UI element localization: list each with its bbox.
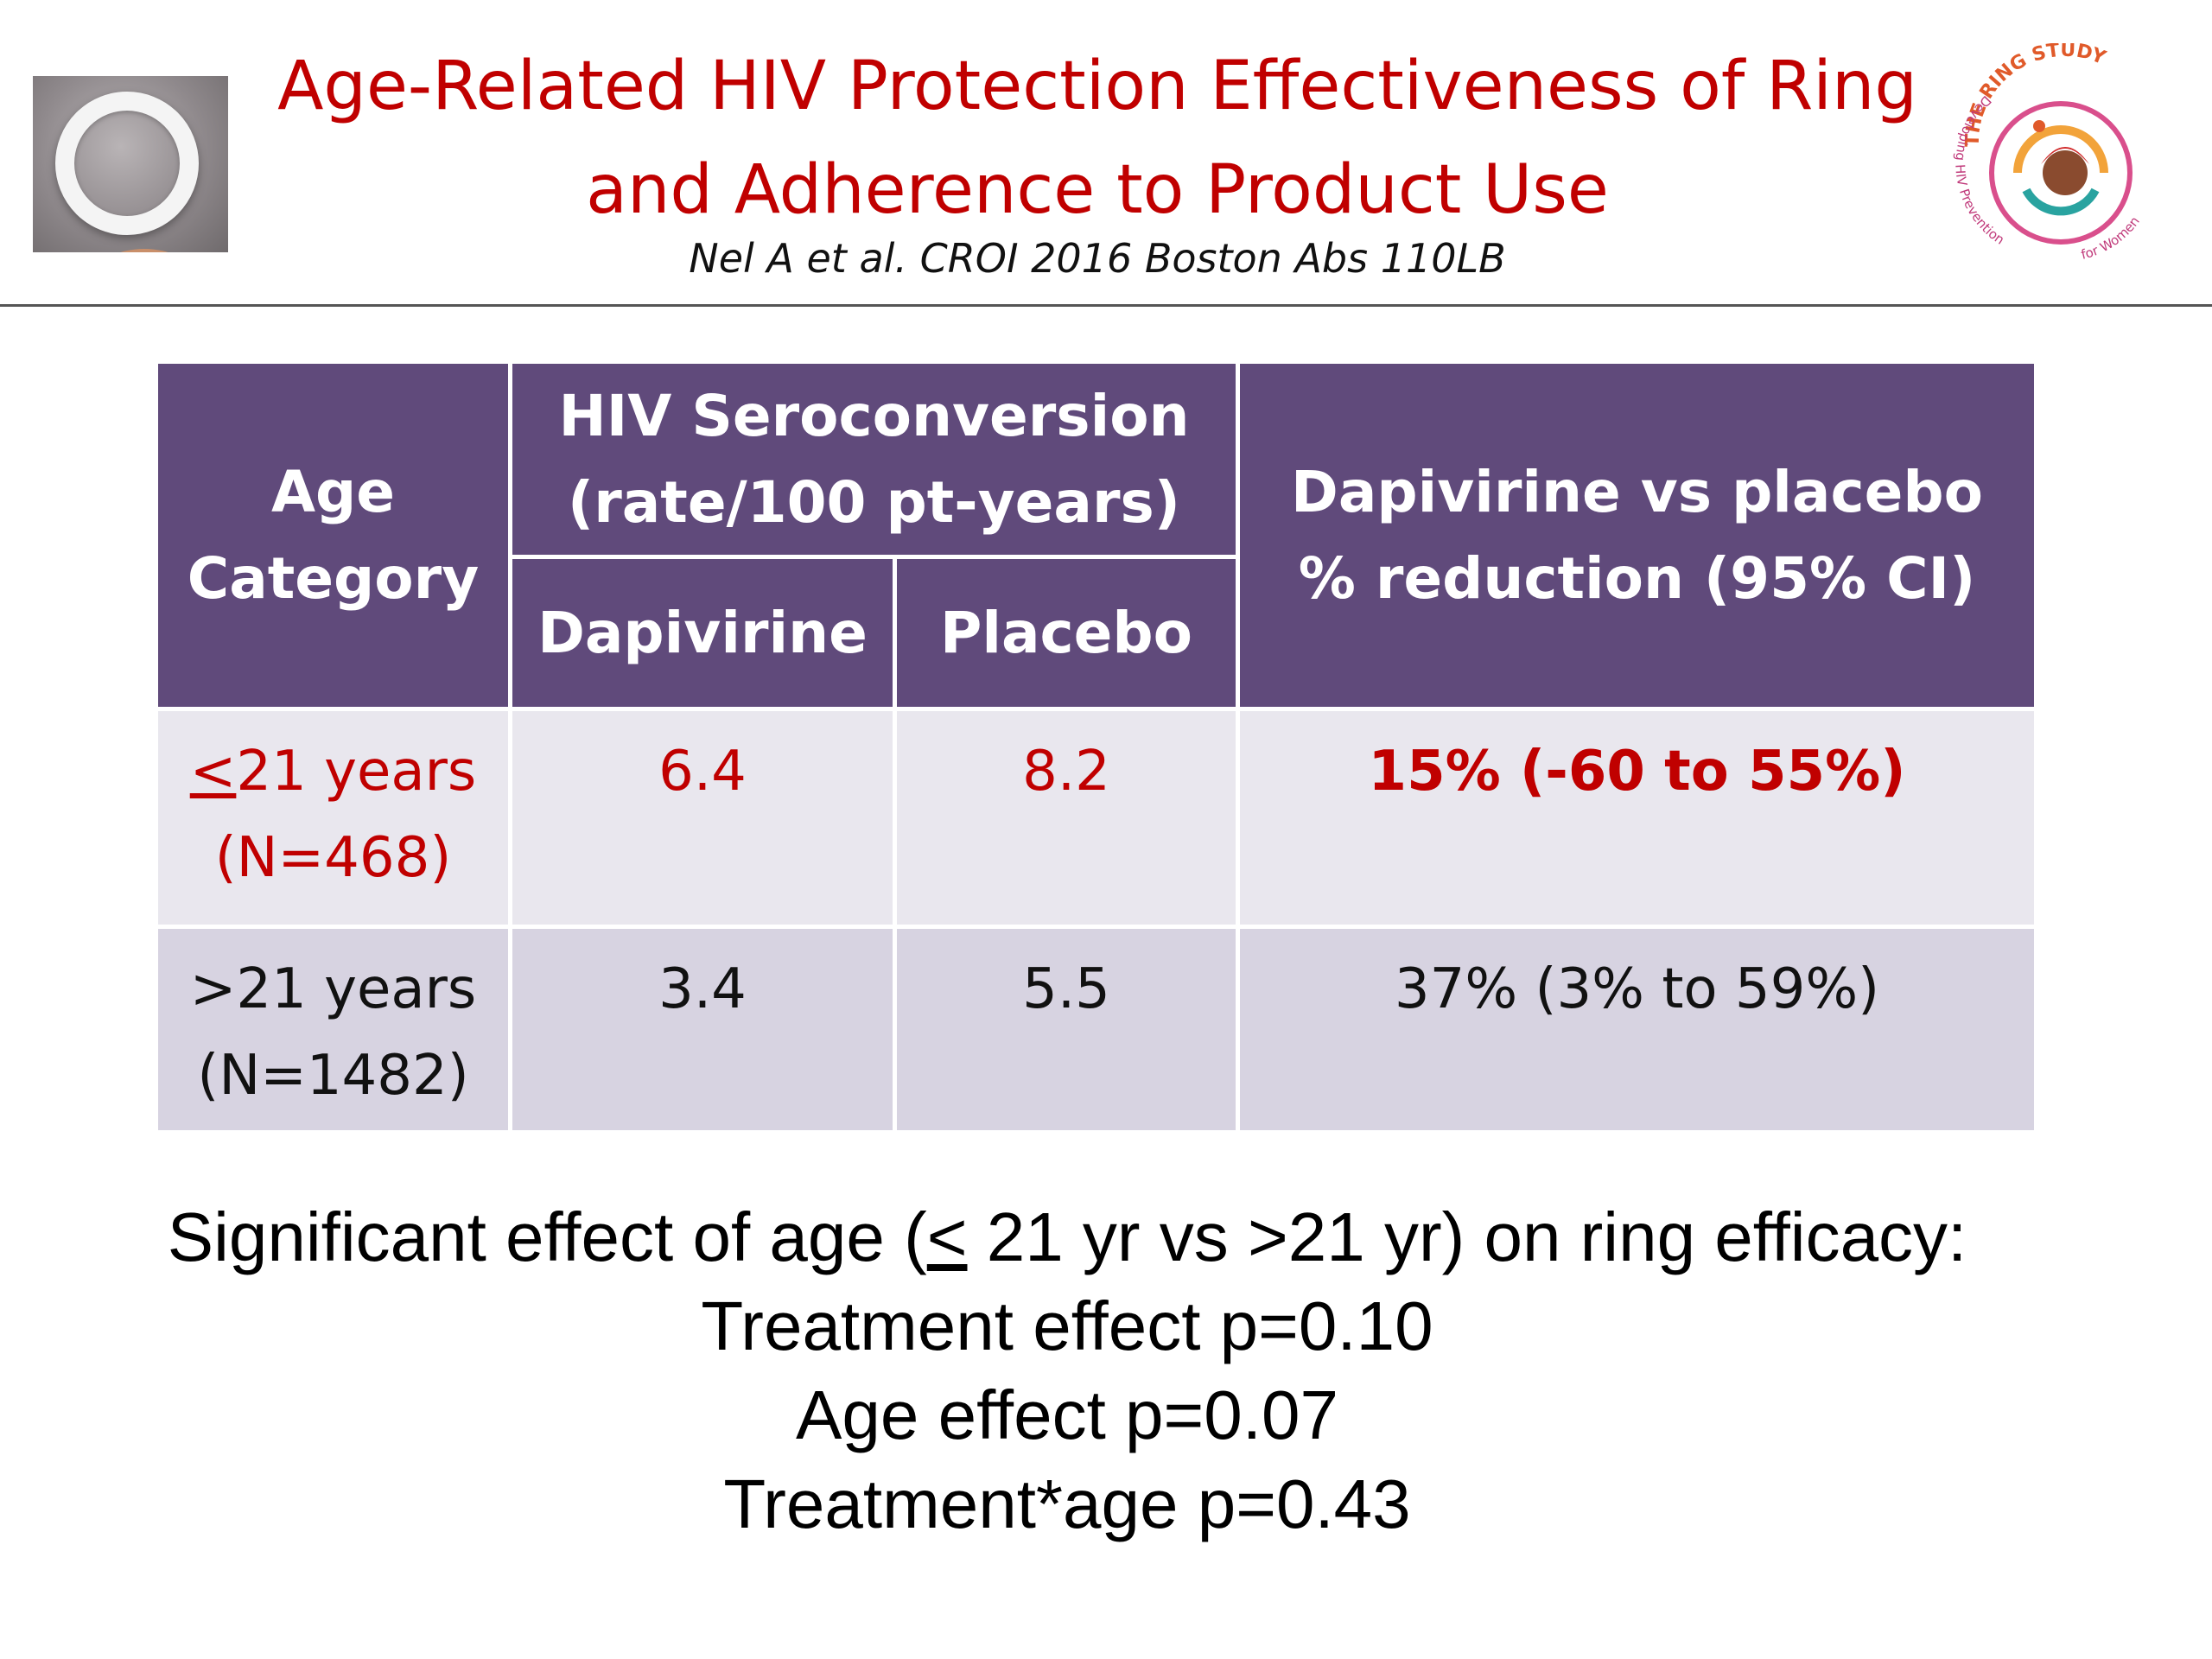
- logo-ring-circle: [1989, 101, 2133, 245]
- title-line-2: and Adherence to Product Use: [586, 151, 1609, 229]
- logo-text-left: Developing HIV Prevention: [1952, 92, 2007, 248]
- table-row: <21 years (N=468) 6.4 8.2 15% (-60 to 55…: [154, 707, 2038, 929]
- table-header-row-2: Dapivirine Placebo: [156, 555, 2037, 711]
- slide-title: Age-Related HIV Protection Effectiveness…: [233, 35, 1961, 242]
- reduction-cell: 37% (3% to 59%): [1236, 925, 2038, 1135]
- results-table: Age Category HIV Seroconversion (rate/10…: [154, 359, 2038, 1135]
- vaginal-ring-photo: [33, 76, 228, 252]
- notes-line-3: Age effect p=0.07: [796, 1376, 1338, 1453]
- placebo-rate-cell: 8.2: [893, 707, 1240, 929]
- logo-dot: [2033, 120, 2045, 132]
- significance-notes: Significant effect of age (< 21 yr vs >2…: [35, 1192, 2100, 1548]
- placebo-header: Placebo: [893, 555, 1240, 711]
- logo-face: [2043, 150, 2088, 195]
- finger-image: [97, 249, 192, 252]
- percent-reduction-header: Dapivirine vs placebo % reduction (95% C…: [1236, 359, 2038, 711]
- less-equal-symbol: <: [189, 740, 237, 804]
- title-line-1: Age-Related HIV Protection Effectiveness…: [277, 48, 1917, 125]
- age-cell: >21 years (N=1482): [154, 925, 512, 1135]
- dapivirine-rate-cell: 3.4: [508, 925, 897, 1135]
- ring-study-logo: THE RING STUDY Developing HIV Prevention…: [1952, 43, 2143, 263]
- dapivirine-rate-cell: 6.4: [508, 707, 897, 929]
- header-divider: [0, 304, 2212, 307]
- logo-orange-arc: [2013, 125, 2108, 174]
- dapivirine-header: Dapivirine: [508, 555, 897, 711]
- less-equal-symbol: <: [926, 1198, 968, 1275]
- age-cell: <21 years (N=468): [154, 707, 512, 929]
- notes-line-2: Treatment effect p=0.10: [701, 1287, 1433, 1364]
- logo-headwrap: [2041, 147, 2089, 164]
- citation: Nel A et al. CROI 2016 Boston Abs 110LB: [689, 235, 1506, 282]
- notes-line-4: Treatment*age p=0.43: [723, 1465, 1411, 1542]
- hiv-seroconversion-header: HIV Seroconversion (rate/100 pt-years): [508, 359, 1240, 559]
- table-row: >21 years (N=1482) 3.4 5.5 37% (3% to 59…: [154, 925, 2038, 1135]
- notes-line-1: Significant effect of age (< 21 yr vs >2…: [167, 1198, 1967, 1275]
- age-category-header: Age Category: [154, 359, 512, 711]
- logo-teal-arc: [2022, 188, 2100, 216]
- placebo-rate-cell: 5.5: [893, 925, 1240, 1135]
- ring-image: [55, 92, 199, 235]
- table-header-row-1: Age Category HIV Seroconversion (rate/10…: [154, 359, 2038, 711]
- reduction-cell: 15% (-60 to 55%): [1236, 707, 2038, 929]
